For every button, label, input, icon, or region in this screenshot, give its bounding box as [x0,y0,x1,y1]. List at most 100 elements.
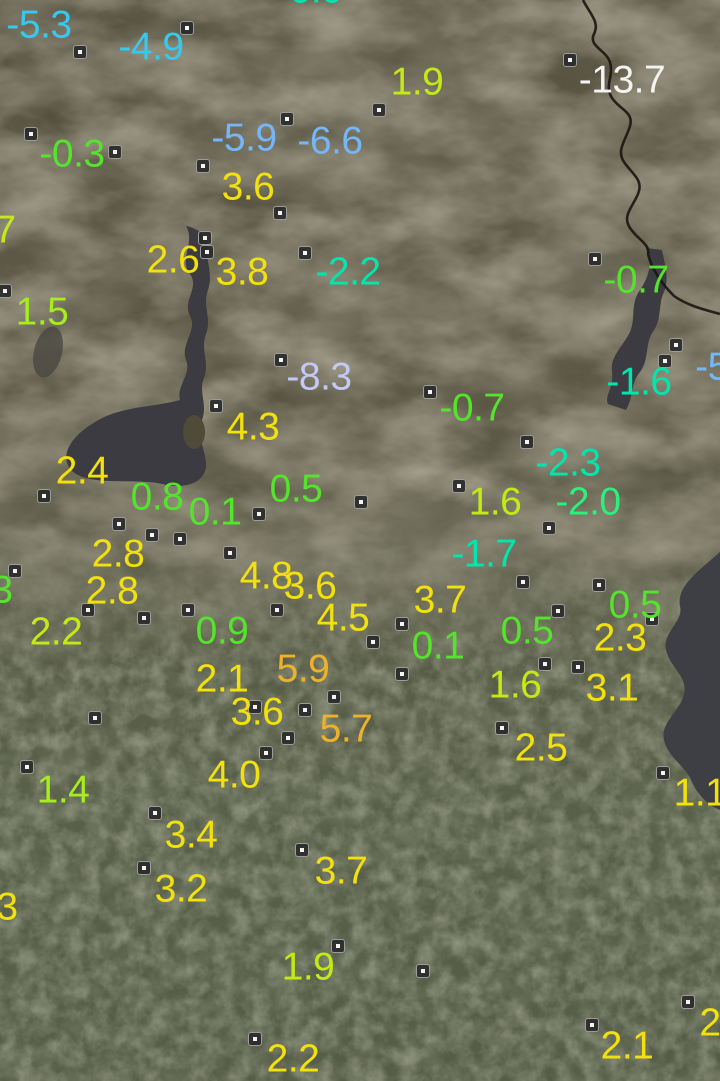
marker-dot [286,736,290,740]
temperature-label: -5.3 [6,3,72,47]
station-marker-icon[interactable] [20,760,34,774]
station-marker-icon[interactable] [274,353,288,367]
temperature-label: 0.5 [269,467,323,511]
marker-dot [521,580,525,584]
station-marker-icon[interactable] [538,657,552,671]
temperature-label: 4.0 [207,753,261,797]
station-marker-icon[interactable] [0,284,12,298]
station-marker-icon[interactable] [645,612,659,626]
station-marker-icon[interactable] [331,939,345,953]
marker-dot [178,537,182,541]
temperature-label: 0.1 [411,624,465,668]
lake-border [607,248,667,410]
station-marker-icon[interactable] [248,1032,262,1046]
marker-dot [278,211,282,215]
marker-dot [547,526,551,530]
temperature-label: -0.3 [39,132,105,176]
marker-dot [400,622,404,626]
station-marker-icon[interactable] [148,806,162,820]
temperature-label: -1.7 [451,532,517,576]
temperature-label: 2.8 [91,532,145,576]
station-marker-icon[interactable] [571,660,585,674]
station-marker-icon[interactable] [198,231,212,245]
station-marker-icon[interactable] [209,399,223,413]
station-marker-icon[interactable] [681,995,695,1009]
marker-dot [400,672,404,676]
station-marker-icon[interactable] [542,521,556,535]
temperature-label: 3.1 [585,666,639,710]
station-marker-icon[interactable] [452,479,466,493]
temperature-label: -2.3 [535,441,601,485]
marker-dot [78,50,82,54]
marker-dot [113,150,117,154]
station-marker-icon[interactable] [259,746,273,760]
station-marker-icon[interactable] [585,1018,599,1032]
marker-dot [359,500,363,504]
station-marker-icon[interactable] [81,603,95,617]
marker-dot [29,132,33,136]
station-marker-icon[interactable] [495,721,509,735]
station-marker-icon[interactable] [73,45,87,59]
marker-dot [264,751,268,755]
station-marker-icon[interactable] [327,690,341,704]
temperature-label: 5.7 [319,707,373,751]
station-marker-icon[interactable] [366,635,380,649]
station-marker-icon[interactable] [423,385,437,399]
station-marker-icon[interactable] [354,495,368,509]
station-marker-icon[interactable] [281,731,295,745]
station-marker-icon[interactable] [248,700,262,714]
station-marker-icon[interactable] [295,843,309,857]
station-marker-icon[interactable] [520,435,534,449]
station-marker-icon[interactable] [270,603,284,617]
marker-dot [153,811,157,815]
station-marker-icon[interactable] [145,528,159,542]
station-marker-icon[interactable] [223,546,237,560]
station-marker-icon[interactable] [8,564,22,578]
temperature-label: 2.2 [29,610,83,654]
temperature-label: 1.6 [468,480,522,524]
station-marker-icon[interactable] [112,517,126,531]
station-marker-icon[interactable] [108,145,122,159]
station-marker-icon[interactable] [252,507,266,521]
station-marker-icon[interactable] [180,21,194,35]
station-marker-icon[interactable] [395,617,409,631]
station-marker-icon[interactable] [137,611,151,625]
marker-dot [203,236,207,240]
marker-dot [86,608,90,612]
station-marker-icon[interactable] [298,703,312,717]
station-marker-icon[interactable] [181,603,195,617]
station-marker-icon[interactable] [37,489,51,503]
marker-dot [201,164,205,168]
marker-dot [500,726,504,730]
station-marker-icon[interactable] [416,964,430,978]
station-marker-icon[interactable] [88,711,102,725]
station-marker-icon[interactable] [669,338,683,352]
temperature-label: 1.9 [281,945,335,989]
station-marker-icon[interactable] [273,206,287,220]
temperature-label: 1.5 [15,290,69,334]
station-marker-icon[interactable] [280,112,294,126]
marker-dot [303,708,307,712]
temperature-label: -1.6 [606,360,672,404]
station-marker-icon[interactable] [395,667,409,681]
station-marker-icon[interactable] [200,245,214,259]
station-marker-icon[interactable] [196,159,210,173]
station-marker-icon[interactable] [372,103,386,117]
station-marker-icon[interactable] [173,532,187,546]
station-marker-icon[interactable] [551,604,565,618]
station-marker-icon[interactable] [592,578,606,592]
marker-dot [142,616,146,620]
marker-dot [593,257,597,261]
station-marker-icon[interactable] [137,861,151,875]
station-marker-icon[interactable] [656,766,670,780]
station-marker-icon[interactable] [588,252,602,266]
station-marker-icon[interactable] [24,127,38,141]
station-marker-icon[interactable] [298,246,312,260]
station-marker-icon[interactable] [563,53,577,67]
marker-dot [186,608,190,612]
temperature-label: 3 [0,885,18,929]
station-marker-icon[interactable] [516,575,530,589]
station-marker-icon[interactable] [658,354,672,368]
